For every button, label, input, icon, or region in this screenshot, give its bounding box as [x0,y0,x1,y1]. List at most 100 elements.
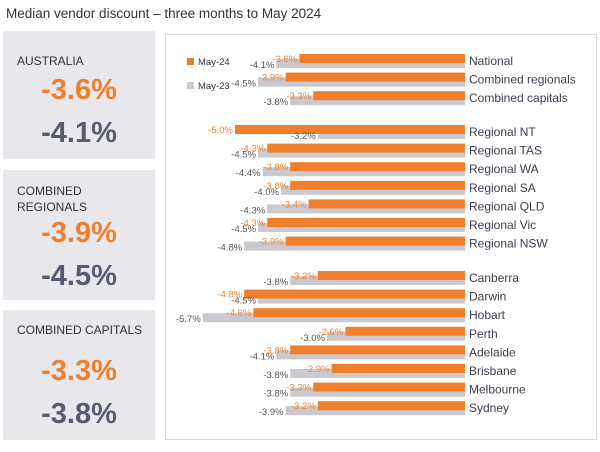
category-label: Regional QLD [469,199,545,213]
bar-may24 [331,364,465,373]
category-label: Regional SA [469,181,536,195]
data-label-may23: -3.2% [291,131,316,142]
bar-may24 [235,125,465,134]
data-label-may23: -3.0% [300,333,325,344]
data-label-may23: -3.8% [263,277,288,288]
category-label: Canberra [469,271,519,285]
bar-may23 [285,406,465,416]
data-label-may23: -4.1% [250,351,275,362]
summary-combined-capitals: COMBINED CAPITALS -3.3% -3.8% [3,310,155,440]
data-label-may23: -3.8% [263,97,288,108]
data-label-may24: -3.4% [282,199,307,210]
bar-may23 [290,96,465,106]
bar-may23 [258,223,465,232]
data-label-may24: -4.3% [240,144,265,155]
category-label: Hobart [469,308,506,322]
legend-swatch-may23 [187,82,194,89]
legend-swatch-may24 [187,58,194,65]
data-label-may24: -3.3% [286,383,311,394]
data-label-may24: -4.6% [227,308,252,319]
bar-may23 [244,241,465,251]
data-label-may23: -4.4% [236,168,261,179]
bar-may23 [290,276,465,285]
summary-previous-value: -3.8% [41,398,117,430]
category-label: National [469,54,513,68]
data-label-may24: -5.0% [208,125,233,136]
data-label-may24: -3.2% [291,401,316,412]
data-label-may24: -3.8% [263,345,288,356]
bar-may24 [299,54,465,63]
bar-may23 [290,369,465,378]
category-label: Regional Vic [469,218,536,232]
bar-may23 [258,294,465,304]
summary-combined-regionals: COMBINED REGIONALS -3.9% -4.5% [3,170,155,300]
bar-may24 [267,143,465,153]
bar-may24 [267,218,465,227]
bar-may23 [281,185,465,195]
bar-may24 [285,72,465,82]
legend-label-may23: May-23 [198,81,230,92]
bar-may23 [202,313,466,323]
summary-current-value: -3.3% [41,355,117,387]
summary-previous-value: -4.5% [41,260,117,292]
summary-label: AUSTRALIA [17,54,84,68]
bar-may24 [285,236,465,246]
data-label-may23: -4.1% [250,60,275,71]
bar-may24 [244,289,465,299]
bar-may24 [308,199,465,209]
legend-label-may24: May-24 [198,57,230,68]
category-label: Regional WA [469,162,539,176]
category-label: Melbourne [469,383,526,397]
bar-may24 [253,308,465,318]
data-label-may23: -3.8% [263,389,288,400]
chart-title: Median vendor discount – three months to… [6,6,322,21]
data-label-may24: -3.9% [259,237,284,248]
bar-may24 [313,91,465,101]
data-label-may23: -5.7% [176,314,201,325]
summary-current-value: -3.9% [41,217,117,249]
bar-may23 [327,331,465,341]
data-label-may24: -3.2% [291,271,316,282]
data-label-may23: -3.8% [263,370,288,381]
data-label-may23: -4.5% [231,296,256,307]
bar-may23 [258,77,465,87]
bar-may24 [345,326,465,336]
data-label-may24: -3.6% [273,54,298,65]
bar-may23 [258,148,465,158]
summary-previous-value: -4.1% [41,117,117,149]
category-label: Combined regionals [469,73,576,87]
data-label-may24: -3.9% [259,73,284,84]
summary-label: COMBINED REGIONALS [17,184,88,214]
bar-may24 [290,180,465,190]
bar-may24 [290,345,465,355]
bar-may23 [262,167,465,177]
data-label-may23: -4.3% [240,205,265,216]
bar-may23 [267,204,465,214]
data-label-may24: -3.8% [263,181,288,192]
category-label: Regional TAS [469,144,542,158]
bar-may23 [317,130,465,139]
data-label-may23: -4.5% [231,224,256,235]
bar-may24 [317,401,465,411]
bar-may24 [290,162,465,172]
data-label-may23: -3.9% [259,407,284,418]
bar-may23 [290,387,465,397]
summary-current-value: -3.6% [41,74,117,106]
category-label: Brisbane [469,364,517,378]
data-label-may23: -4.8% [217,243,242,254]
category-label: Adelaide [469,345,516,359]
category-label: Darwin [469,290,506,304]
category-label: Combined capitals [469,91,568,105]
category-label: Sydney [469,401,509,415]
data-label-may23: -4.5% [231,150,256,161]
category-label: Regional NT [469,125,536,139]
data-label-may24: -3.8% [263,162,288,173]
category-label: Regional NSW [469,237,548,251]
bar-may23 [276,59,465,68]
bar-may23 [276,350,465,360]
summary-australia: AUSTRALIA -3.6% -4.1% [3,31,155,159]
data-label-may24: -4.3% [240,218,265,229]
data-label-may24: -2.6% [319,327,344,338]
bar-may24 [317,271,465,280]
